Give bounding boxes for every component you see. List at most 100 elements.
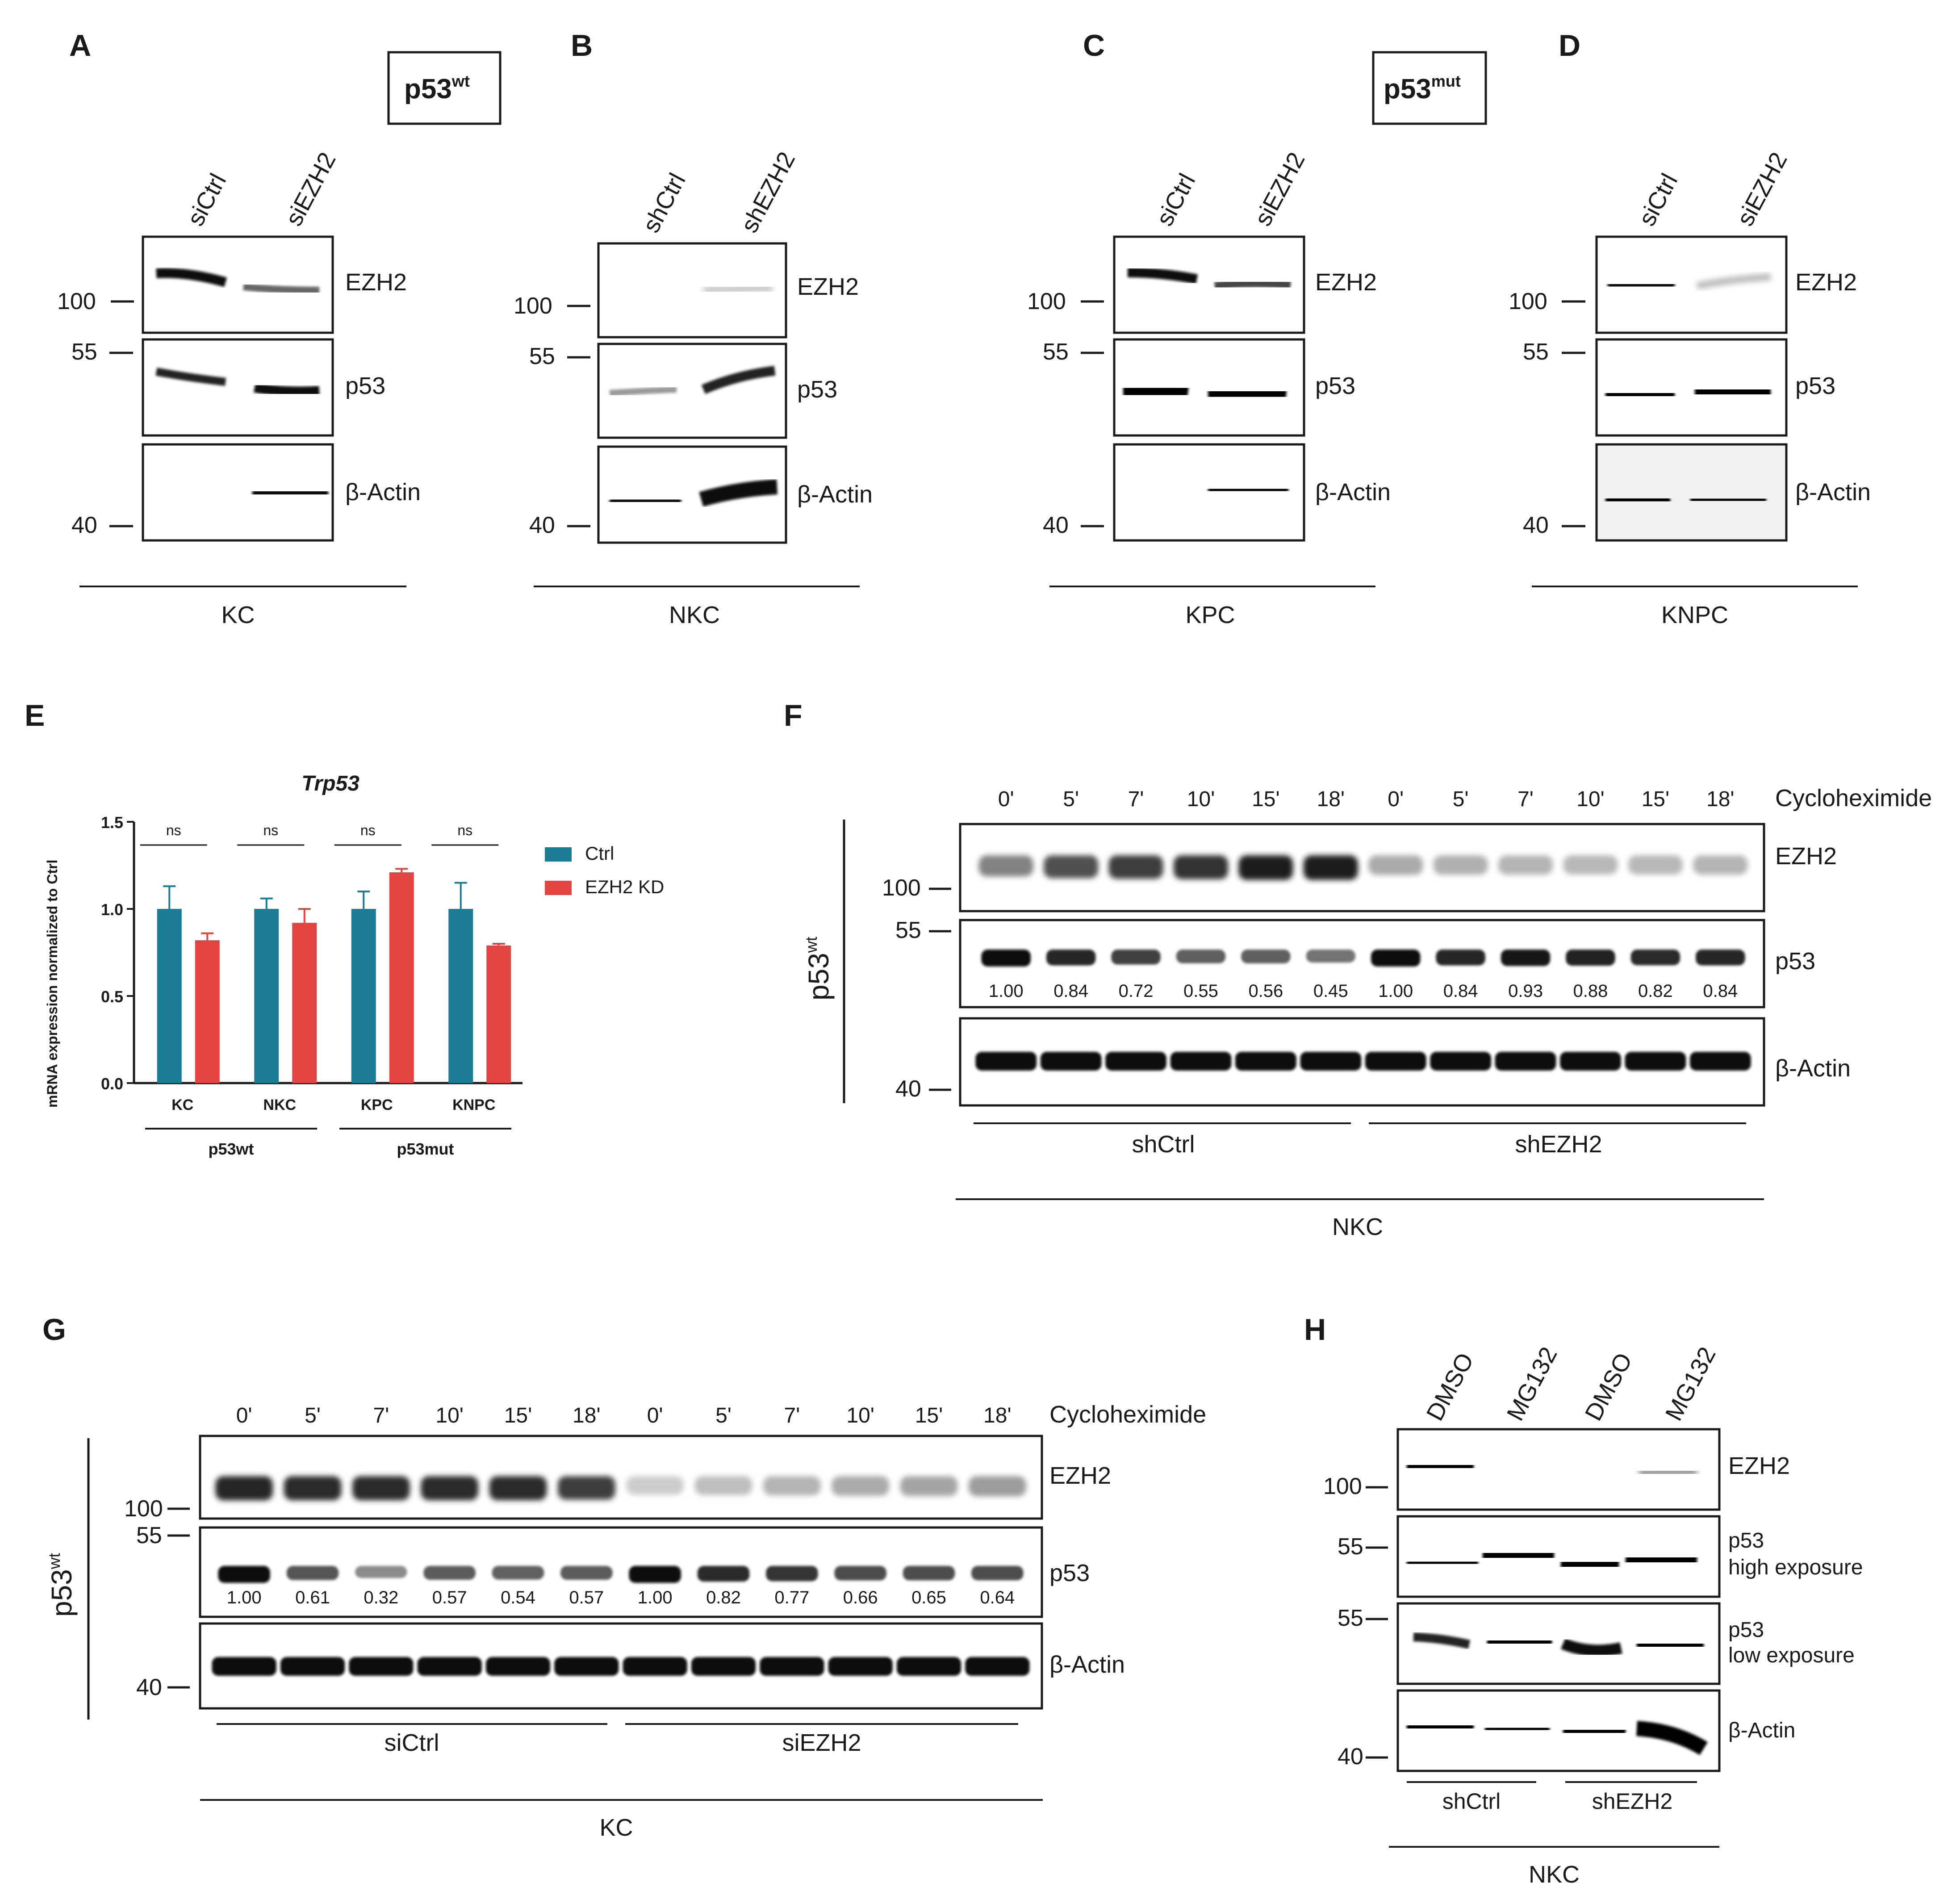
band-p53 (1176, 950, 1226, 963)
band-actin (280, 1657, 345, 1676)
band (252, 485, 329, 501)
band-label-actin: β-Actin (1049, 1651, 1125, 1678)
panel-letter-g: G (42, 1313, 66, 1347)
band-label-ezh2: EZH2 (1728, 1452, 1790, 1479)
band-ezh2 (1693, 855, 1748, 875)
panel-letter-c: C (1083, 29, 1105, 63)
time-point-label: 7' (1517, 787, 1534, 811)
time-point-label: 7' (784, 1404, 800, 1427)
marker-40: 40 (1523, 512, 1549, 538)
marker-100: 100 (57, 289, 96, 314)
cell-line-label: NKC (1529, 1861, 1580, 1888)
time-point-label: 5' (1063, 787, 1079, 811)
band-ezh2 (557, 1476, 615, 1500)
band-ezh2 (1368, 855, 1423, 875)
band-p53 (1241, 950, 1291, 963)
band-ezh2 (626, 1476, 684, 1495)
band-label-p53: p53 (1795, 372, 1835, 399)
time-point-label: 18' (983, 1404, 1012, 1427)
svg-text:p53wt: p53wt (802, 937, 835, 1000)
band-ezh2 (1498, 855, 1553, 875)
band-p53 (981, 950, 1031, 967)
quantification-value: 0.66 (843, 1588, 878, 1607)
lane-label: DMSO (1580, 1348, 1638, 1425)
blot-ezh2 (142, 235, 334, 334)
band (156, 268, 227, 287)
time-point-label: 18' (1317, 787, 1345, 811)
legend-label: Ctrl (585, 843, 614, 864)
lane-label: siCtrl (182, 169, 232, 230)
band-actin (1040, 1052, 1102, 1071)
group-label: p53mut (397, 1140, 454, 1158)
time-point-label: 10' (435, 1404, 464, 1427)
marker-55: 55 (529, 343, 555, 369)
band-p53 (1630, 950, 1680, 966)
band-p53 (1566, 950, 1615, 966)
bar (389, 872, 414, 1083)
quantification-value: 0.57 (432, 1588, 467, 1607)
band-label-low-exposure: low exposure (1728, 1644, 1855, 1667)
band-actin (896, 1657, 961, 1676)
legend-label: EZH2 KD (585, 876, 664, 897)
marker-40: 40 (71, 512, 97, 538)
band-actin (485, 1657, 551, 1676)
bar (195, 940, 220, 1083)
band-p53 (1436, 950, 1485, 966)
time-point-label: 0' (236, 1404, 252, 1427)
p53mut-header: p53mut (1372, 51, 1487, 125)
group-label: shEZH2 (1592, 1789, 1673, 1814)
band-ezh2 (832, 1476, 890, 1496)
group-label: shCtrl (1442, 1789, 1501, 1814)
time-point-label: 0' (998, 787, 1014, 811)
band-p53 (766, 1566, 818, 1582)
band-p53 (903, 1566, 955, 1581)
time-point-label: 15' (1642, 787, 1670, 811)
quantification-value: 0.32 (364, 1588, 398, 1607)
band-p53 (355, 1566, 407, 1578)
svg-text:p53wt: p53wt (45, 1553, 78, 1617)
lane-label: siEZH2 (1250, 148, 1310, 230)
band-label-actin: β-Actin (1315, 479, 1391, 506)
band-label-actin: β-Actin (345, 479, 421, 506)
bar (254, 909, 279, 1083)
band-label-p53: p53 (797, 376, 837, 403)
band-p53 (1046, 950, 1096, 966)
panel-letter-a: A (69, 29, 91, 63)
chart-title: Trp53 (301, 772, 360, 795)
band-p53 (218, 1566, 270, 1583)
lane-label: siCtrl (1151, 169, 1201, 230)
lane-label: siCtrl (1634, 169, 1683, 230)
quantification-value: 0.88 (1573, 981, 1608, 1001)
lane-label: siEZH2 (1732, 148, 1793, 230)
significance-label: ns (457, 822, 472, 838)
x-tick-label: KNPC (452, 1096, 495, 1113)
quantification-value: 0.72 (1119, 981, 1154, 1001)
band-label-p53: p53 (1728, 1618, 1764, 1642)
band-label-actin: β-Actin (1795, 479, 1871, 506)
band-actin (691, 1657, 756, 1676)
group-label: siCtrl (385, 1729, 439, 1756)
band-actin (828, 1657, 893, 1676)
group-label: siEZH2 (782, 1729, 861, 1756)
band-label-ezh2: EZH2 (1315, 269, 1377, 296)
lane-label: shEZH2 (736, 147, 801, 237)
significance-label: ns (166, 822, 181, 838)
panel-f: F p53wt EZH2 p53 β-Actin Cycloheximide 1… (784, 699, 1932, 1240)
lane-label: shCtrl (638, 169, 691, 237)
cell-line-label: NKC (1332, 1214, 1383, 1240)
time-point-label: 5' (1453, 787, 1469, 811)
quantification-value: 0.61 (295, 1588, 330, 1607)
marker-55: 55 (1338, 1605, 1363, 1631)
time-point-label: 15' (915, 1404, 943, 1427)
band-label-ezh2: EZH2 (797, 273, 859, 300)
marker-40: 40 (895, 1076, 921, 1102)
band (243, 283, 320, 294)
band-label-ezh2: EZH2 (1795, 269, 1857, 296)
band-ezh2 (694, 1476, 752, 1495)
band-ezh2 (1433, 855, 1488, 875)
band-label-p53: p53 (1775, 948, 1815, 975)
time-point-label: 15' (1252, 787, 1280, 811)
time-point-label: 7' (1128, 787, 1144, 811)
band-label-high-exposure: high exposure (1728, 1556, 1863, 1579)
y-tick-label: 1.5 (101, 813, 123, 832)
